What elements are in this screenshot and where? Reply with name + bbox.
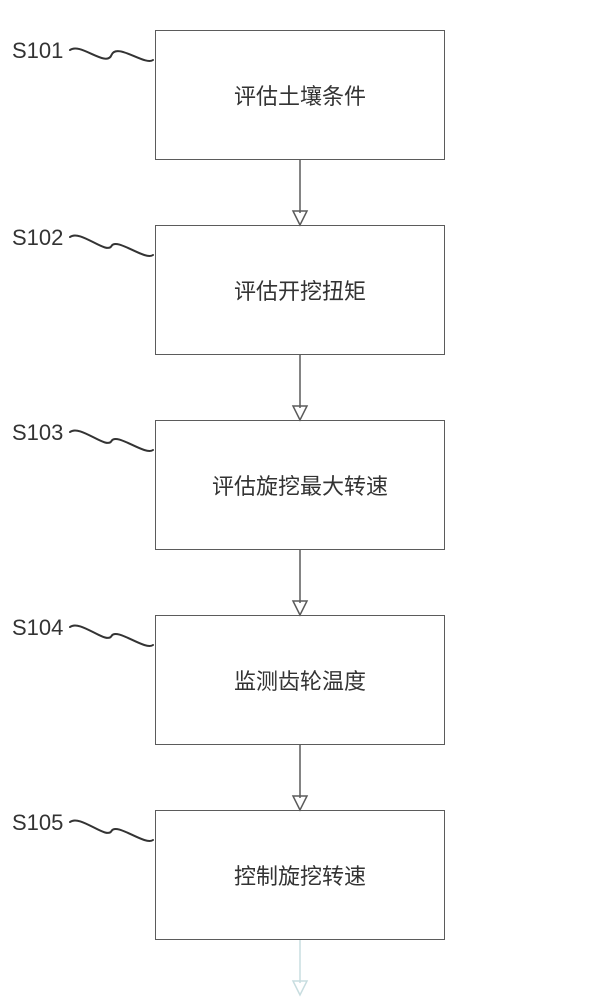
- flow-node-text: 评估土壤条件: [234, 79, 366, 111]
- flow-node-s101: 评估土壤条件: [155, 30, 445, 160]
- flow-arrow-1: [285, 160, 315, 227]
- flow-node-s105: 控制旋挖转速: [155, 810, 445, 940]
- flow-arrow-2: [285, 355, 315, 422]
- step-label-s103: S103: [12, 420, 63, 446]
- label-connector-s101: [65, 45, 168, 95]
- label-connector-s103: [65, 427, 168, 477]
- flow-arrow-5: [285, 940, 315, 997]
- flow-node-s104: 监测齿轮温度: [155, 615, 445, 745]
- flow-node-text: 控制旋挖转速: [234, 859, 366, 891]
- flow-node-text: 监测齿轮温度: [234, 664, 366, 696]
- flow-node-text: 评估开挖扭矩: [234, 274, 366, 306]
- step-label-s104: S104: [12, 615, 63, 641]
- flow-arrow-3: [285, 550, 315, 617]
- step-label-s105: S105: [12, 810, 63, 836]
- step-label-s101: S101: [12, 38, 63, 64]
- label-connector-s105: [65, 817, 168, 867]
- label-connector-s102: [65, 232, 168, 282]
- flow-node-text: 评估旋挖最大转速: [212, 469, 388, 501]
- flow-node-s102: 评估开挖扭矩: [155, 225, 445, 355]
- label-connector-s104: [65, 622, 168, 672]
- step-label-s102: S102: [12, 225, 63, 251]
- flow-arrow-4: [285, 745, 315, 812]
- flowchart-canvas: 评估土壤条件 S101 评估开挖扭矩 S102 评估旋挖最大转速 S103 监测齿轮温度 S1…: [0, 0, 590, 1000]
- flow-node-s103: 评估旋挖最大转速: [155, 420, 445, 550]
